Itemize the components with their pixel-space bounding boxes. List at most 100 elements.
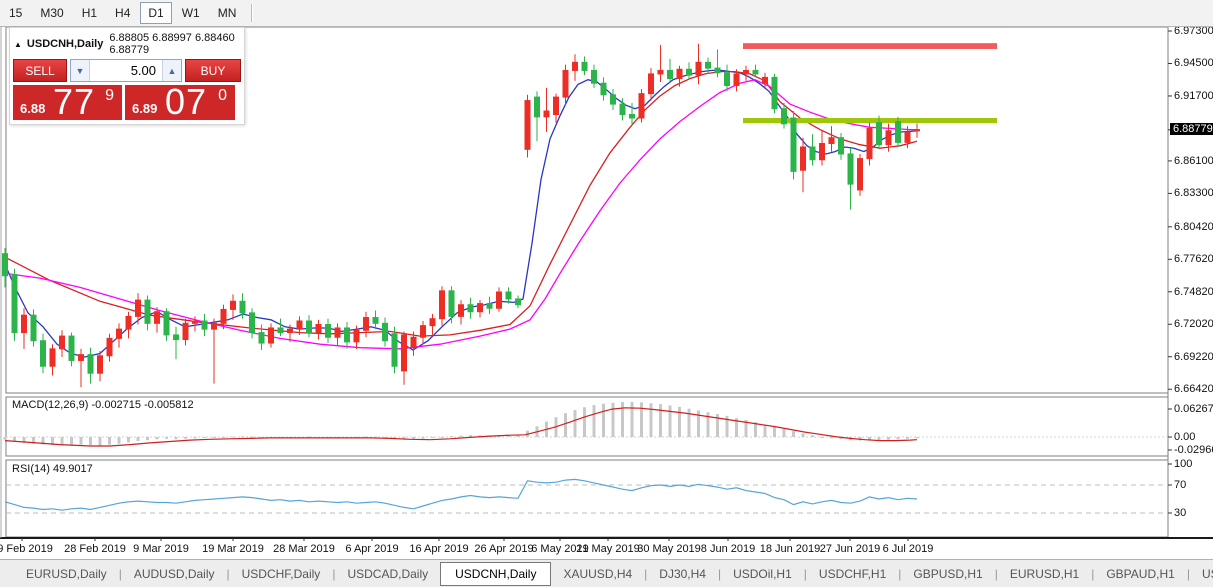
toolbar-separator	[251, 4, 254, 22]
candle-body	[87, 354, 94, 374]
date-axis-label: 28 Mar 2019	[273, 543, 335, 555]
tab-eurusd-daily[interactable]: EURUSD,Daily	[26, 566, 107, 581]
timeframe-button-h1[interactable]: H1	[81, 6, 98, 20]
candle-body	[135, 299, 141, 317]
candle-body	[382, 322, 388, 342]
price-axis-label: 6.66420	[1174, 383, 1213, 396]
tab-usdchf-h1[interactable]: USDCHF,H1	[818, 566, 887, 581]
price-axis-label: 6.97300	[1174, 25, 1213, 37]
candle-body	[743, 69, 749, 75]
candle-body	[125, 315, 132, 330]
price-axis-label: 6.91700	[1174, 89, 1213, 102]
candle-body	[144, 299, 151, 324]
collapse-icon[interactable]: ▲	[14, 39, 22, 49]
tab-dj30-h4[interactable]: DJ30,H4	[659, 566, 706, 581]
sell-button[interactable]: SELL	[13, 59, 67, 82]
price-axis-label: 6.86100	[1174, 154, 1213, 167]
candle-body	[790, 117, 797, 172]
timeframe-button-m30[interactable]: M30	[40, 6, 64, 20]
rsi-indicator-label: RSI(14) 49.9017	[12, 463, 93, 475]
tab-gbpusd-h1[interactable]: GBPUSD,H1	[913, 566, 983, 581]
candle-body	[553, 96, 559, 116]
volume-input[interactable]	[90, 60, 162, 81]
candle-body	[572, 61, 578, 71]
price-axis-label: 6.74820	[1174, 285, 1213, 298]
candle-body	[116, 328, 122, 339]
candle-body	[30, 314, 37, 342]
candle-body	[448, 290, 455, 317]
tab-eurusd-h1[interactable]: EURUSD,H1	[1009, 566, 1080, 581]
candle-body	[904, 131, 911, 143]
support-zone[interactable]	[743, 118, 997, 124]
candle-body	[344, 327, 350, 343]
tab-xauusd-h4[interactable]: XAUUSD,H4	[563, 566, 633, 581]
resistance-zone[interactable]	[743, 43, 997, 49]
one-click-trading-widget: ▲ USDCNH,Daily 6.88805 6.88997 6.88460 6…	[9, 27, 245, 125]
tab-usdjp[interactable]: USDJP	[1201, 566, 1213, 581]
macd-indicator-label: MACD(12,26,9) -0.002715 -0.005812	[12, 399, 194, 411]
candle-body	[629, 114, 635, 119]
tab-gbpaud-h1[interactable]: GBPAUD,H1	[1106, 566, 1175, 581]
candle-body	[534, 96, 540, 118]
timeframe-button-15[interactable]: 15	[9, 6, 23, 20]
current-price-label: 6.88779	[1170, 122, 1213, 135]
date-axis-label: 26 Apr 2019	[474, 543, 534, 555]
sell-price-box[interactable]: 6.88 77 9	[13, 81, 122, 122]
date-axis-label: 30 May 2019	[637, 543, 701, 555]
candle-body	[581, 61, 588, 71]
candle-body	[505, 291, 512, 300]
tab-usdcad-daily[interactable]: USDCAD,Daily	[347, 566, 429, 581]
candle-body	[800, 146, 806, 171]
candle-body	[847, 153, 854, 185]
candle-body	[163, 311, 170, 336]
candle-body	[106, 337, 113, 357]
candle-body	[182, 322, 189, 341]
timeframe-button-mn[interactable]: MN	[217, 6, 237, 20]
candle-body	[686, 68, 692, 76]
candle-body	[258, 332, 265, 344]
candle-body	[724, 72, 730, 87]
candle-body	[68, 335, 75, 361]
volume-decrease-icon[interactable]: ▼	[71, 60, 90, 81]
volume-increase-icon[interactable]: ▲	[162, 60, 181, 81]
candle-body	[543, 110, 550, 118]
date-axis-label: 19 Feb 2019	[0, 543, 53, 555]
buy-price-big: 07	[165, 81, 208, 122]
candle-body	[610, 94, 616, 105]
candle-body	[49, 348, 56, 367]
rsi-axis-label: 100	[1174, 458, 1193, 470]
candle-body	[277, 327, 284, 334]
tab-separator: |	[644, 566, 648, 581]
candle-body	[695, 61, 702, 76]
candle-body	[638, 93, 645, 119]
candle-body	[249, 312, 255, 334]
candle-body	[676, 68, 683, 80]
tab-usdchf-daily[interactable]: USDCHF,Daily	[241, 566, 321, 581]
timeframe-toolbar: 15 M30 H1 H4 D1 W1 MN	[0, 0, 1213, 27]
candle-body	[885, 130, 892, 146]
tab-usdcnh-daily[interactable]: USDCNH,Daily	[440, 561, 552, 586]
tab-usdoil-h1[interactable]: USDOil,H1	[733, 566, 792, 581]
macd-signal-line	[4, 407, 918, 447]
sell-price-big: 77	[53, 81, 96, 122]
pane-border	[5, 396, 1169, 457]
timeframe-button-w1[interactable]: W1	[181, 6, 200, 20]
chart-tab-bar: EURUSD,Daily | AUDUSD,Daily | USDCHF,Daily | U…	[0, 559, 1213, 587]
tab-separator: |	[226, 566, 230, 581]
macd-axis-label: 0.062675	[1174, 403, 1213, 415]
candle-body	[591, 69, 597, 84]
candle-body	[657, 69, 664, 75]
candle-body	[40, 340, 46, 367]
timeframe-button-h4[interactable]: H4	[115, 6, 131, 20]
buy-price-box[interactable]: 6.89 07 0	[125, 81, 235, 122]
tab-separator: |	[898, 566, 902, 581]
timeframe-button-d1[interactable]: D1	[140, 2, 172, 24]
tab-audusd-daily[interactable]: AUDUSD,Daily	[133, 566, 215, 581]
date-axis-label: 19 Mar 2019	[202, 543, 264, 555]
buy-button[interactable]: BUY	[185, 59, 241, 82]
date-axis-label: 18 Jun 2019	[759, 543, 821, 555]
rsi-line	[4, 478, 918, 511]
rsi-axis-label: 30	[1174, 507, 1187, 519]
